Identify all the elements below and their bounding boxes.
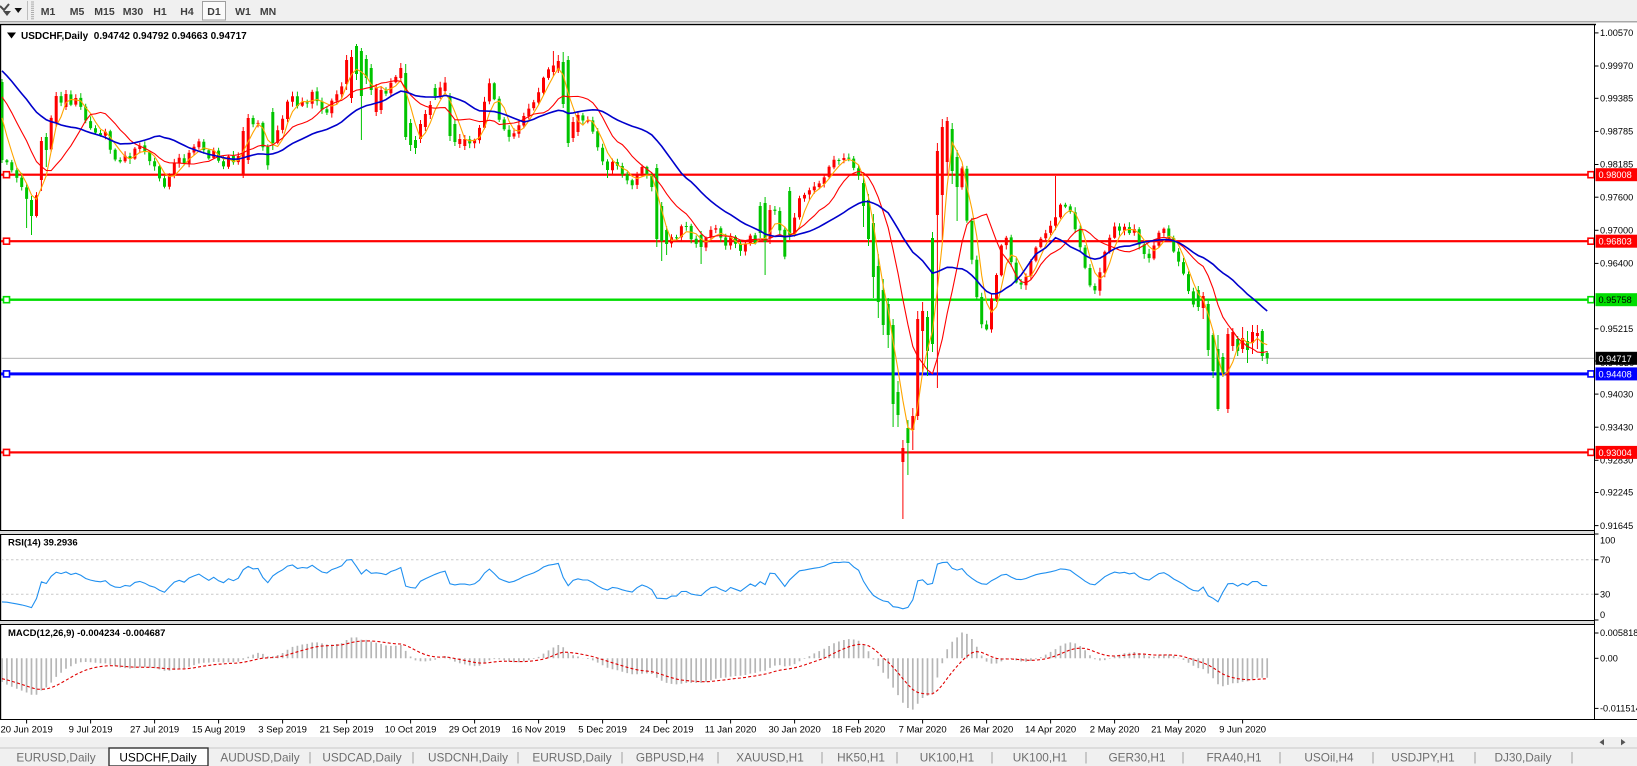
svg-text:|: |	[1182, 752, 1185, 764]
svg-text:FRA40,H1: FRA40,H1	[1206, 751, 1261, 765]
svg-text:D1: D1	[207, 6, 221, 18]
svg-text:GER30,H1: GER30,H1	[1108, 751, 1165, 765]
svg-text:DJ30,Daily: DJ30,Daily	[1494, 751, 1551, 765]
svg-text:9 Jul 2019: 9 Jul 2019	[69, 725, 113, 736]
svg-text:10 Oct 2019: 10 Oct 2019	[385, 725, 437, 736]
svg-text:14 Apr 2020: 14 Apr 2020	[1025, 725, 1076, 736]
svg-text:7 Mar 2020: 7 Mar 2020	[899, 725, 947, 736]
svg-text:18 Feb 2020: 18 Feb 2020	[832, 725, 885, 736]
svg-text:XAUUSD,H1: XAUUSD,H1	[736, 751, 804, 765]
svg-text:0.98785: 0.98785	[1600, 127, 1633, 137]
svg-text:USDJPY,H1: USDJPY,H1	[1391, 751, 1454, 765]
svg-text:|: |	[1085, 752, 1088, 764]
svg-text:0.98008: 0.98008	[1599, 170, 1632, 180]
svg-text:EURUSD,Daily: EURUSD,Daily	[16, 751, 95, 765]
svg-text:0.97600: 0.97600	[1600, 192, 1633, 202]
svg-text:15 Aug 2019: 15 Aug 2019	[192, 725, 245, 736]
svg-text:M15: M15	[94, 6, 115, 18]
svg-text:27 Jul 2019: 27 Jul 2019	[130, 725, 179, 736]
svg-text:GBPUSD,H4: GBPUSD,H4	[636, 751, 705, 765]
svg-text:MACD(12,26,9) -0.004234 -0.004: MACD(12,26,9) -0.004234 -0.004687	[8, 628, 165, 639]
svg-text:USDCHF,Daily: USDCHF,Daily	[119, 751, 196, 765]
svg-text:0.00: 0.00	[1600, 654, 1618, 664]
svg-text:|: |	[309, 752, 312, 764]
svg-text:0.92830: 0.92830	[1600, 456, 1633, 466]
svg-text:0.95758: 0.95758	[1599, 295, 1632, 305]
svg-text:0.98185: 0.98185	[1600, 160, 1633, 170]
svg-text:2 May 2020: 2 May 2020	[1090, 725, 1140, 736]
svg-text:0.93004: 0.93004	[1599, 448, 1632, 458]
svg-text:|: |	[1571, 752, 1574, 764]
svg-text:|: |	[621, 752, 624, 764]
svg-text:USDCNH,Daily: USDCNH,Daily	[428, 751, 508, 765]
svg-text:100: 100	[1600, 536, 1615, 546]
svg-text:16 Nov 2019: 16 Nov 2019	[512, 725, 566, 736]
svg-text:21 Sep 2019: 21 Sep 2019	[320, 725, 374, 736]
svg-text:70: 70	[1600, 555, 1610, 565]
svg-text:UK100,H1: UK100,H1	[1013, 751, 1067, 765]
svg-text:|: |	[991, 752, 994, 764]
svg-text:0.99970: 0.99970	[1600, 61, 1633, 71]
svg-text:RSI(14) 39.2936: RSI(14) 39.2936	[8, 538, 78, 549]
svg-text:30 Jan 2020: 30 Jan 2020	[768, 725, 820, 736]
svg-text:H4: H4	[180, 6, 194, 18]
svg-text:0.94717: 0.94717	[1599, 354, 1632, 364]
svg-text:EURUSD,Daily: EURUSD,Daily	[532, 751, 611, 765]
svg-text:0: 0	[1600, 610, 1605, 620]
svg-text:21 May 2020: 21 May 2020	[1151, 725, 1206, 736]
svg-text:|: |	[1372, 752, 1375, 764]
svg-text:9 Jun 2020: 9 Jun 2020	[1219, 725, 1266, 736]
svg-text:3 Sep 2019: 3 Sep 2019	[258, 725, 307, 736]
svg-text:USOil,H4: USOil,H4	[1304, 751, 1354, 765]
svg-text:0.93430: 0.93430	[1600, 422, 1633, 432]
svg-text:24 Dec 2019: 24 Dec 2019	[640, 725, 694, 736]
svg-text:0.91645: 0.91645	[1600, 521, 1633, 531]
svg-text:0.96803: 0.96803	[1599, 237, 1632, 247]
svg-text:26 Mar 2020: 26 Mar 2020	[960, 725, 1013, 736]
svg-text:0.99385: 0.99385	[1600, 94, 1633, 104]
svg-text:0.94408: 0.94408	[1599, 369, 1632, 379]
svg-text:|: |	[517, 752, 520, 764]
svg-text:0.005818: 0.005818	[1600, 628, 1637, 638]
svg-text:M5: M5	[70, 6, 85, 18]
svg-text:AUDUSD,Daily: AUDUSD,Daily	[220, 751, 299, 765]
svg-text:|: |	[821, 752, 824, 764]
svg-text:USDCHF,Daily 0.94742 0.94792: USDCHF,Daily 0.94742 0.94792 0.94663 0.9…	[21, 31, 247, 42]
svg-text:HK50,H1: HK50,H1	[837, 751, 885, 765]
svg-text:|: |	[1474, 752, 1477, 764]
svg-text:0.96400: 0.96400	[1600, 259, 1633, 269]
svg-text:M30: M30	[123, 6, 144, 18]
svg-text:UK100,H1: UK100,H1	[920, 751, 974, 765]
svg-text:30: 30	[1600, 589, 1610, 599]
svg-text:|: |	[1279, 752, 1282, 764]
svg-text:-0.011514: -0.011514	[1600, 704, 1637, 714]
svg-text:11 Jan 2020: 11 Jan 2020	[705, 725, 757, 736]
svg-text:M1: M1	[41, 6, 56, 18]
svg-text:0.92245: 0.92245	[1600, 488, 1633, 498]
svg-text:W1: W1	[235, 6, 251, 18]
svg-text:MN: MN	[260, 6, 276, 18]
svg-text:|: |	[717, 752, 720, 764]
svg-text:0.97000: 0.97000	[1600, 226, 1633, 236]
svg-text:USDCAD,Daily: USDCAD,Daily	[322, 751, 401, 765]
svg-text:0.94030: 0.94030	[1600, 389, 1633, 399]
svg-text:20 Jun 2019: 20 Jun 2019	[0, 725, 52, 736]
svg-text:H1: H1	[153, 6, 167, 18]
svg-text:29 Oct 2019: 29 Oct 2019	[449, 725, 501, 736]
svg-text:0.95215: 0.95215	[1600, 324, 1633, 334]
svg-text:|: |	[412, 752, 415, 764]
svg-text:1.00570: 1.00570	[1600, 28, 1633, 38]
svg-text:5 Dec 2019: 5 Dec 2019	[578, 725, 627, 736]
svg-text:|: |	[896, 752, 899, 764]
